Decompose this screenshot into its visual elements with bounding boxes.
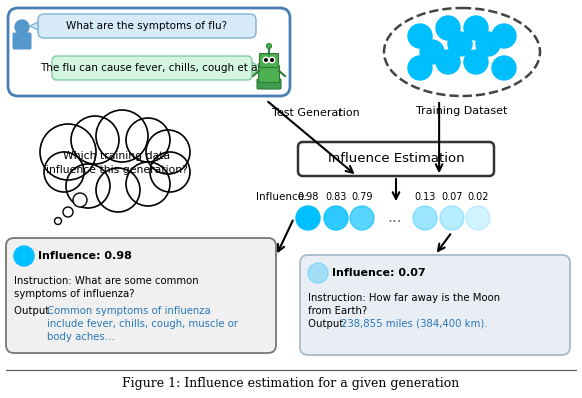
Text: ...: ...: [388, 211, 402, 226]
Text: 0.02: 0.02: [467, 192, 489, 202]
FancyBboxPatch shape: [298, 142, 494, 176]
Text: Instruction: How far away is the Moon
from Earth?: Instruction: How far away is the Moon fr…: [308, 293, 500, 316]
Circle shape: [269, 57, 275, 63]
Circle shape: [14, 246, 34, 266]
Text: Influence: 0.07: Influence: 0.07: [332, 268, 425, 278]
Text: The flu can cause fever, chills, cough et al.: The flu can cause fever, chills, cough e…: [40, 63, 264, 73]
Circle shape: [55, 217, 62, 224]
FancyBboxPatch shape: [6, 238, 276, 353]
Text: 0.13: 0.13: [414, 192, 436, 202]
Circle shape: [466, 206, 490, 230]
Circle shape: [265, 59, 267, 61]
FancyBboxPatch shape: [12, 33, 31, 49]
Text: 0.83: 0.83: [325, 192, 347, 202]
Text: Training Dataset: Training Dataset: [416, 106, 508, 116]
FancyBboxPatch shape: [300, 255, 570, 355]
Circle shape: [66, 164, 110, 208]
Circle shape: [126, 162, 170, 206]
Text: 0.98: 0.98: [297, 192, 319, 202]
Circle shape: [324, 206, 348, 230]
Circle shape: [44, 152, 84, 192]
Circle shape: [350, 206, 374, 230]
Circle shape: [73, 193, 87, 207]
Text: Figure 1: Influence estimation for a given generation: Figure 1: Influence estimation for a giv…: [122, 377, 460, 390]
Circle shape: [492, 56, 516, 80]
Text: Which training data
influence this generation?: Which training data influence this gener…: [46, 151, 188, 175]
Text: Output:: Output:: [308, 319, 350, 329]
Circle shape: [40, 124, 96, 180]
Text: Instruction: What are some common
symptoms of influenza?: Instruction: What are some common sympto…: [14, 276, 198, 299]
FancyBboxPatch shape: [8, 8, 290, 96]
Polygon shape: [30, 22, 38, 30]
Circle shape: [308, 263, 328, 283]
Text: Influence:: Influence:: [256, 192, 308, 202]
Circle shape: [296, 206, 320, 230]
FancyBboxPatch shape: [52, 56, 252, 80]
Circle shape: [408, 56, 432, 80]
Circle shape: [96, 110, 148, 162]
Circle shape: [126, 118, 170, 162]
Circle shape: [436, 50, 460, 74]
Polygon shape: [252, 62, 261, 74]
FancyBboxPatch shape: [260, 53, 279, 68]
Text: What are the symptoms of flu?: What are the symptoms of flu?: [66, 21, 228, 31]
Circle shape: [150, 152, 190, 192]
Circle shape: [448, 32, 472, 56]
Text: 0.79: 0.79: [352, 192, 372, 202]
Circle shape: [476, 32, 500, 56]
Circle shape: [464, 16, 488, 40]
Circle shape: [413, 206, 437, 230]
Text: Output:: Output:: [14, 306, 56, 316]
Circle shape: [15, 20, 29, 34]
Circle shape: [436, 16, 460, 40]
Circle shape: [263, 57, 269, 63]
FancyBboxPatch shape: [258, 66, 279, 82]
FancyBboxPatch shape: [257, 79, 281, 89]
Ellipse shape: [384, 8, 540, 96]
Circle shape: [464, 50, 488, 74]
Text: t: t: [337, 108, 342, 118]
Circle shape: [420, 40, 444, 64]
FancyBboxPatch shape: [38, 14, 256, 38]
Circle shape: [96, 168, 140, 212]
Circle shape: [440, 206, 464, 230]
Text: 0.07: 0.07: [441, 192, 463, 202]
Text: Influence Estimation: Influence Estimation: [328, 152, 464, 166]
Circle shape: [271, 59, 274, 61]
Circle shape: [63, 207, 73, 217]
Text: Common symptoms of influenza
include fever, chills, cough, muscle or
body aches…: Common symptoms of influenza include fev…: [47, 306, 238, 342]
Circle shape: [267, 43, 271, 49]
Circle shape: [146, 130, 190, 174]
Circle shape: [492, 24, 516, 48]
Text: Influence: 0.98: Influence: 0.98: [38, 251, 132, 261]
Text: Test Generation: Test Generation: [272, 108, 363, 118]
Circle shape: [408, 24, 432, 48]
Text: 238,855 miles (384,400 km).: 238,855 miles (384,400 km).: [341, 319, 488, 329]
Circle shape: [71, 116, 119, 164]
